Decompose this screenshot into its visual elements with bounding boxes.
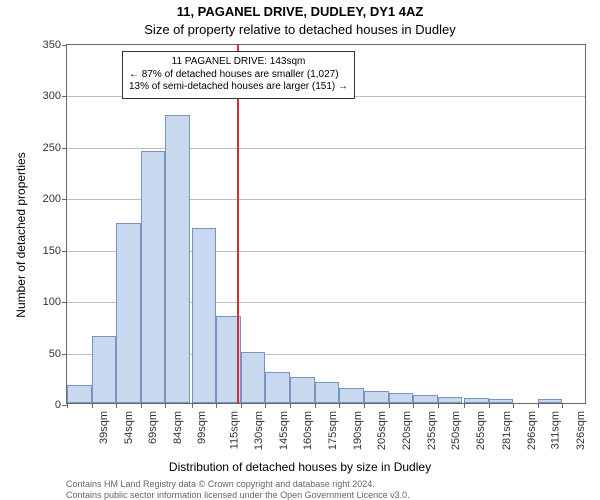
histogram-bar: [464, 398, 489, 403]
x-tick-label: 99sqm: [196, 411, 208, 444]
histogram-bar: [339, 388, 364, 403]
x-tick-label: 250sqm: [450, 411, 462, 450]
x-tick-mark: [389, 403, 390, 408]
x-tick-mark: [513, 403, 514, 408]
x-tick-mark: [192, 403, 193, 408]
x-tick-mark: [364, 403, 365, 408]
x-tick-mark: [464, 403, 465, 408]
x-tick-label: 54sqm: [123, 411, 135, 444]
y-tick-mark: [62, 45, 67, 46]
chart-title-address: 11, PAGANEL DRIVE, DUDLEY, DY1 4AZ: [0, 4, 600, 19]
x-tick-label: 281sqm: [501, 411, 513, 450]
x-tick-mark: [339, 403, 340, 408]
x-tick-label: 115sqm: [228, 411, 240, 449]
figure: 11, PAGANEL DRIVE, DUDLEY, DY1 4AZ Size …: [0, 0, 600, 500]
histogram-bar: [241, 352, 266, 403]
histogram-bar: [192, 228, 217, 403]
histogram-bar: [92, 336, 117, 403]
histogram-bar: [389, 393, 414, 403]
y-tick-label: 300: [43, 90, 61, 102]
x-tick-label: 145sqm: [278, 411, 290, 450]
x-tick-label: 265sqm: [475, 411, 487, 450]
grid-line: [67, 148, 585, 149]
x-tick-mark: [290, 403, 291, 408]
y-tick-label: 250: [43, 142, 61, 154]
x-tick-label: 326sqm: [575, 411, 587, 450]
x-tick-mark: [265, 403, 266, 408]
annotation-line: ← 87% of detached houses are smaller (1,…: [129, 69, 348, 82]
x-tick-mark: [413, 403, 414, 408]
x-tick-label: 84sqm: [172, 411, 184, 444]
footer-line-1: Contains HM Land Registry data © Crown c…: [66, 479, 596, 489]
annotation-line: 11 PAGANEL DRIVE: 143sqm: [129, 56, 348, 69]
y-tick-mark: [62, 96, 67, 97]
y-axis-label: Number of detached properties: [14, 50, 28, 420]
chart-title-description: Size of property relative to detached ho…: [0, 22, 600, 37]
y-tick-label: 200: [43, 193, 61, 205]
y-tick-label: 0: [55, 399, 61, 411]
x-tick-label: 311sqm: [550, 411, 562, 449]
x-tick-mark: [141, 403, 142, 408]
histogram-bar: [438, 397, 463, 403]
x-tick-label: 220sqm: [401, 411, 413, 450]
x-tick-mark: [562, 403, 563, 408]
x-tick-label: 205sqm: [376, 411, 388, 450]
y-tick-mark: [62, 251, 67, 252]
y-tick-mark: [62, 199, 67, 200]
histogram-bar: [413, 395, 438, 403]
histogram-bar: [265, 372, 290, 403]
x-tick-mark: [538, 403, 539, 408]
histogram-bar: [165, 115, 190, 403]
y-tick-label: 100: [43, 296, 61, 308]
plot-area: 05010015020025030035039sqm54sqm69sqm84sq…: [66, 44, 586, 404]
histogram-bar: [141, 151, 166, 403]
x-tick-label: 235sqm: [426, 411, 438, 450]
x-tick-label: 39sqm: [98, 411, 110, 444]
histogram-bar: [315, 382, 340, 403]
x-tick-label: 69sqm: [147, 411, 159, 444]
footer-attribution: Contains HM Land Registry data © Crown c…: [66, 479, 596, 500]
x-tick-label: 175sqm: [327, 411, 339, 450]
histogram-bar: [290, 377, 315, 403]
x-tick-label: 190sqm: [352, 411, 364, 450]
histogram-bar: [364, 391, 389, 403]
y-tick-label: 50: [49, 348, 61, 360]
x-tick-mark: [67, 403, 68, 408]
histogram-bar: [67, 385, 92, 404]
x-tick-mark: [315, 403, 316, 408]
y-tick-label: 350: [43, 39, 61, 51]
x-axis-label: Distribution of detached houses by size …: [0, 460, 600, 474]
footer-line-2: Contains public sector information licen…: [66, 490, 596, 500]
y-tick-mark: [62, 354, 67, 355]
x-tick-mark: [489, 403, 490, 408]
x-tick-mark: [241, 403, 242, 408]
histogram-bar: [538, 399, 563, 403]
x-tick-mark: [116, 403, 117, 408]
y-tick-mark: [62, 148, 67, 149]
x-tick-mark: [438, 403, 439, 408]
x-tick-mark: [216, 403, 217, 408]
x-tick-mark: [165, 403, 166, 408]
x-tick-label: 130sqm: [253, 411, 265, 450]
reference-line: [237, 45, 239, 403]
histogram-bar: [489, 399, 514, 403]
x-tick-label: 296sqm: [526, 411, 538, 450]
y-tick-label: 150: [43, 245, 61, 257]
annotation-line: 13% of semi-detached houses are larger (…: [129, 81, 348, 94]
annotation-box: 11 PAGANEL DRIVE: 143sqm← 87% of detache…: [122, 51, 355, 99]
x-tick-label: 160sqm: [303, 411, 315, 450]
x-tick-mark: [92, 403, 93, 408]
histogram-bar: [116, 223, 141, 403]
y-tick-mark: [62, 302, 67, 303]
